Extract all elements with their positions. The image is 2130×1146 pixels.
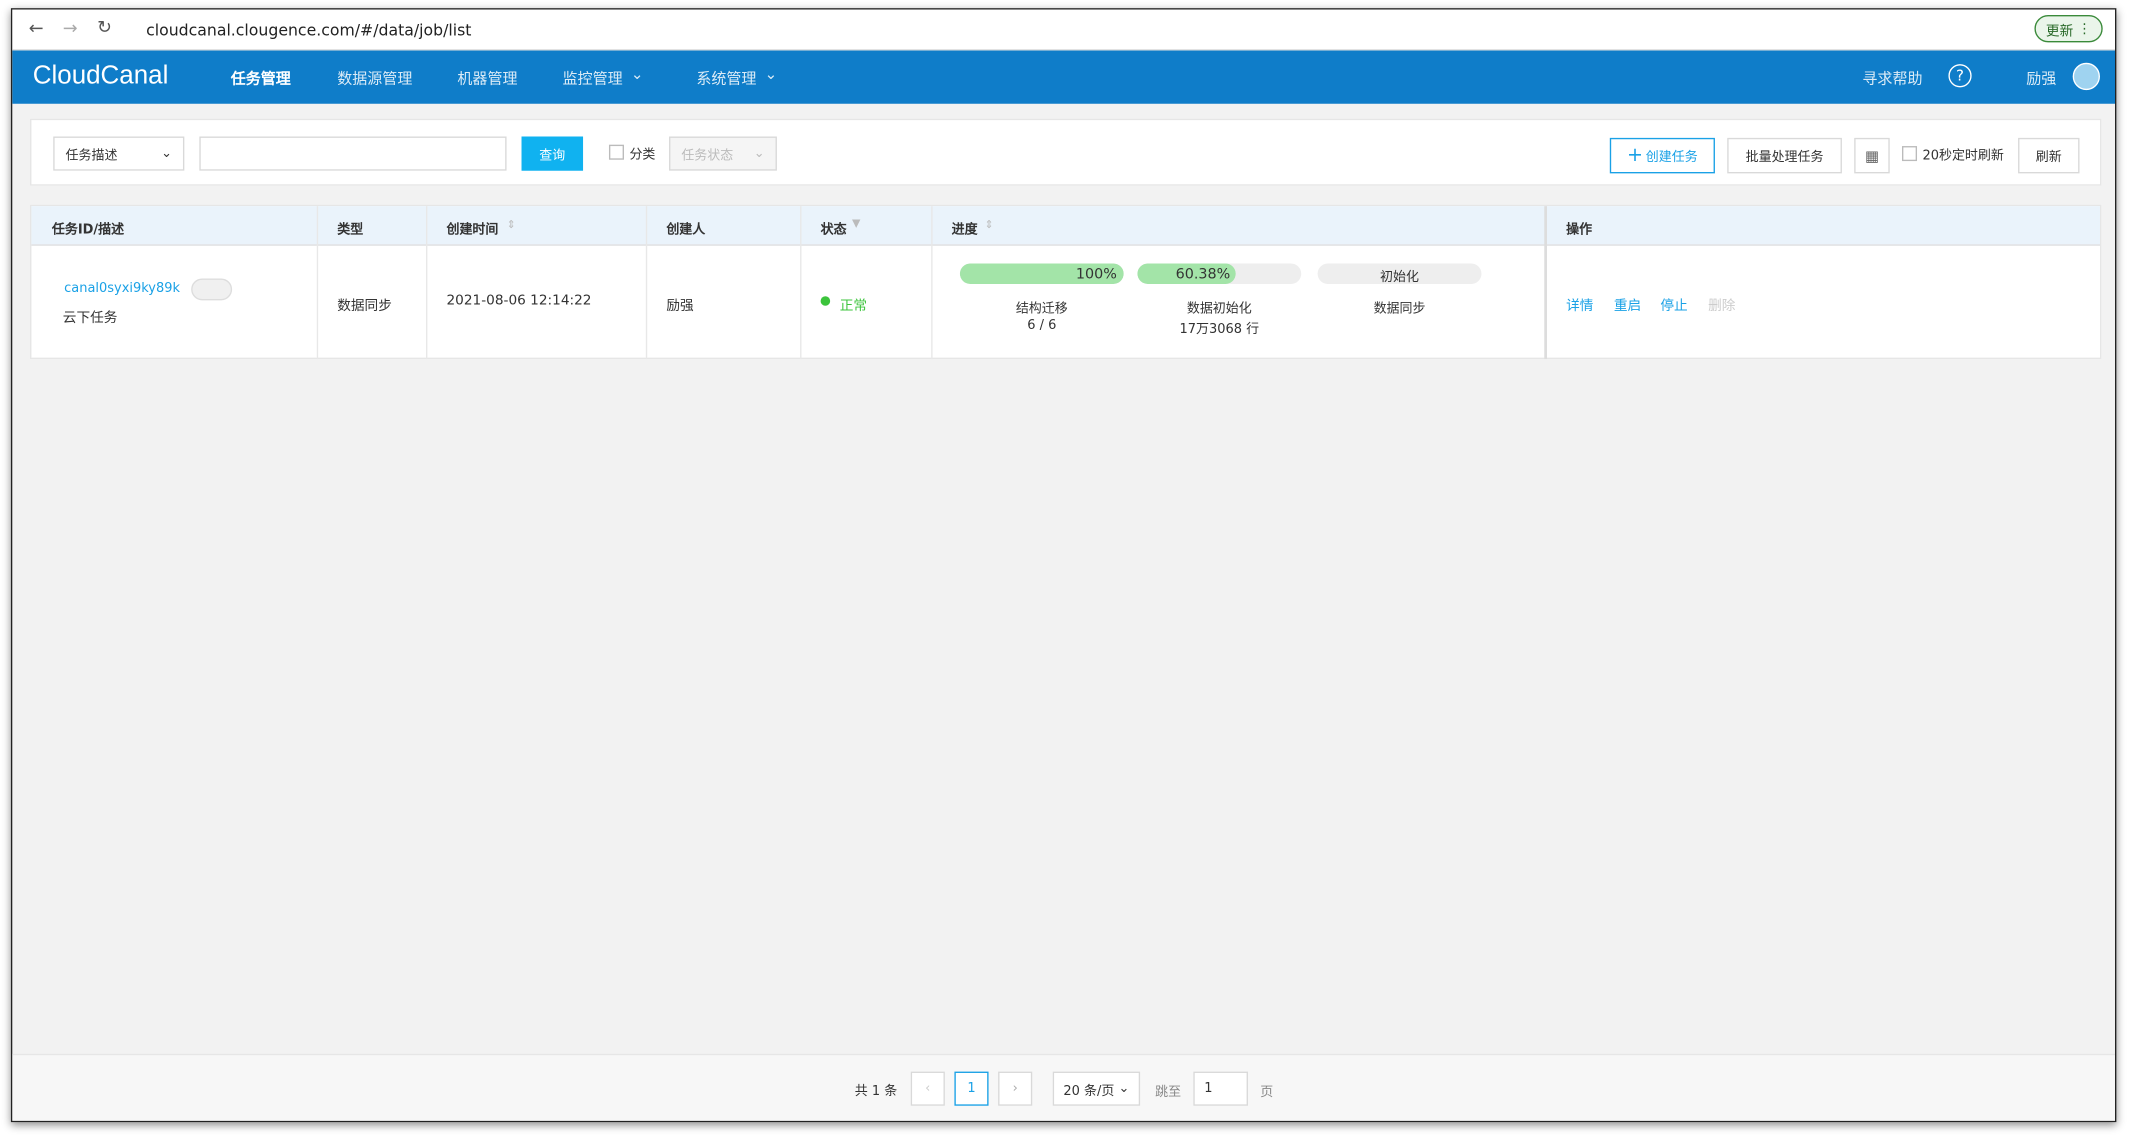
stage-detail: 17万3068 行 [1179,322,1260,338]
column-header[interactable]: 进度 [951,222,978,238]
help-link[interactable]: 寻求帮助 [1862,69,1923,88]
column-header[interactable]: 状态 [820,222,847,238]
user-name[interactable]: 励强 [2026,69,2057,88]
column-header: 操作 [1566,222,1593,238]
sort-icon[interactable]: ⇕ [506,218,516,231]
progress-label: 60.38% [1175,266,1231,283]
page-size: 20 条/页 [1063,1083,1115,1099]
avatar[interactable] [2072,62,2100,91]
column-divider [931,206,933,360]
chevron: ⌄ [753,146,765,162]
prev-page[interactable]: ‹ [910,1071,945,1106]
action-link[interactable]: 重启 [1613,298,1642,314]
help-icon[interactable]: ? [1948,64,1972,88]
column-header[interactable]: 创建时间 [446,222,499,238]
select-label: 任务描述 [65,148,118,164]
chevron: ⌄ [161,146,173,162]
address-bar[interactable]: cloudcanal.clougence.com/#/data/job/list [146,20,472,40]
checkbox[interactable] [608,144,624,160]
page-size-select[interactable]: 20 条/页 ⌄ [1052,1071,1141,1106]
jump-label: 跳至 [1155,1085,1182,1101]
search-input[interactable] [199,136,507,171]
footer: 共 1 条 ‹ 1 › 20 条/页 ⌄ 跳至 1 页 [12,1053,2116,1121]
checkbox[interactable] [1902,146,1918,162]
next-page[interactable]: › [998,1071,1033,1106]
page-unit: 页 [1260,1085,1274,1101]
batch-button[interactable]: 批量处理任务 [1727,137,1842,174]
datasource-icons [191,278,233,301]
job-type: 数据同步 [337,298,392,314]
page-number[interactable]: 1 [954,1071,989,1106]
back-button[interactable]: ← [28,19,44,40]
stage-name: 结构迁移 [1015,301,1068,317]
creator: 励强 [666,298,694,314]
column-divider [645,206,648,360]
column-header: 创建人 [666,222,706,238]
column-divider [316,206,319,360]
refresh-button[interactable]: 刷新 [2018,137,2080,174]
action-link: 删除 [1708,298,1736,314]
column-header: 任务ID/描述 [51,222,125,238]
progress-bar [1317,263,1482,284]
filter-panel: 任务描述 ⌄ 查询 分类 任务状态 ⌄ + 创建任务 批量处理任务 ▦ 20秒定时刷新… [30,118,2102,186]
filter-icon[interactable]: ▼ [852,217,861,230]
action-link[interactable]: 详情 [1566,298,1594,314]
update-button[interactable]: 更新 ⋮ [2034,15,2103,43]
browser-toolbar: ← → ↻ cloudcanal.clougence.com/#/data/jo… [12,9,2116,51]
status-dot [820,296,831,306]
dropdown-icon: ⌄ [630,65,644,84]
stage-name: 数据同步 [1373,301,1426,317]
status: 正常 [839,298,868,314]
nav-item[interactable]: 数据源管理 [337,69,413,88]
progress-fill [959,263,1124,284]
nav-item[interactable]: 系统管理 [696,69,757,88]
reload-button[interactable]: ↻ [96,17,112,39]
search-field-select[interactable]: 任务描述 ⌄ [53,136,185,171]
progress-label: 初始化 [1380,270,1419,286]
column-header: 类型 [337,222,364,238]
dropdown-icon: ⌄ [764,65,778,84]
plus-icon: + [1627,144,1644,167]
top-nav: CloudCanal 任务管理 数据源管理 机器管理 监控管理 ⌄ 系统管理 ⌄… [12,50,2116,104]
auto-refresh-label: 20秒定时刷新 [1922,148,2004,164]
action-link[interactable]: 停止 [1660,298,1688,314]
job-table: 任务ID/描述 类型 创建时间 ⇕ 创建人 状态 ▼ 进度 ⇕ 操作 canal… [30,204,2102,360]
sort-icon[interactable]: ⇕ [984,218,994,231]
total-count: 共 1 条 [854,1083,898,1099]
nav-item[interactable]: 任务管理 [230,69,291,88]
status-select: 任务状态 ⌄ [669,136,777,171]
logo[interactable]: CloudCanal [32,61,169,91]
create-label: 创建任务 [1645,150,1698,166]
category-label: 分类 [629,147,656,163]
progress-bar [959,263,1124,284]
created-time: 2021-08-06 12:14:22 [446,293,592,309]
stage-detail: 6 / 6 [1027,318,1057,334]
browser-window: ← → ↻ cloudcanal.clougence.com/#/data/jo… [10,8,2117,1123]
select-label: 任务状态 [681,148,734,164]
column-divider [800,206,802,360]
job-id[interactable]: canal0syxi9ky89k [64,281,180,297]
create-button[interactable]: + 创建任务 [1609,137,1715,174]
job-description: 云下任务 [62,311,118,327]
nav-item[interactable]: 机器管理 [457,69,518,88]
forward-button[interactable]: → [62,19,78,40]
progress-bar [1137,263,1302,284]
column-divider [1544,206,1547,360]
nav-item[interactable]: 监控管理 [562,69,623,88]
table-header [31,206,2100,246]
grid-toggle[interactable]: ▦ [1854,137,1890,174]
stage-name: 数据初始化 [1186,301,1252,317]
query-button[interactable]: 查询 [521,136,584,171]
progress-label: 100% [1075,266,1117,283]
progress-fill [1137,263,1237,284]
jump-input[interactable]: 1 [1193,1071,1248,1106]
update-label: 更新 [2045,23,2074,39]
column-divider [426,206,428,360]
